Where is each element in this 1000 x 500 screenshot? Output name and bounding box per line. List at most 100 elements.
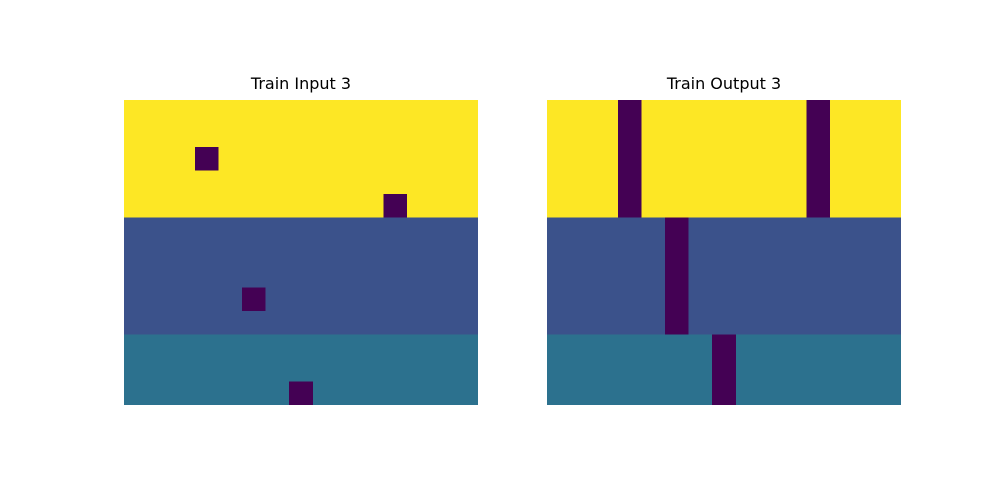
- grid-cell: [783, 334, 808, 359]
- grid-cell: [336, 100, 361, 125]
- grid-cell: [570, 146, 595, 171]
- grid-cell: [877, 100, 901, 125]
- grid-cell: [383, 240, 408, 265]
- grid-cell: [759, 170, 784, 195]
- grid-cell: [430, 217, 455, 242]
- grid-cell: [171, 170, 196, 195]
- grid-cell: [830, 334, 855, 359]
- grid-cell: [853, 381, 878, 405]
- grid-cell: [712, 311, 737, 336]
- grid-cell: [171, 193, 196, 218]
- grid-cell: [383, 311, 408, 336]
- grid-cell: [665, 193, 690, 218]
- grid-cell: [360, 334, 385, 359]
- grid-cell: [171, 334, 196, 359]
- grid-cell: [830, 146, 855, 171]
- grid-cell: [171, 287, 196, 312]
- grid-cell: [665, 287, 690, 312]
- grid-cell: [124, 381, 149, 405]
- grid-cell: [688, 193, 713, 218]
- grid-cell: [360, 170, 385, 195]
- grid-cell: [783, 358, 808, 383]
- grid-cell: [806, 240, 831, 265]
- grid-cell: [454, 311, 478, 336]
- grid-cell: [312, 217, 337, 242]
- grid-cell: [877, 311, 901, 336]
- grid-cell: [171, 264, 196, 289]
- grid-cell: [665, 264, 690, 289]
- grid-cell: [383, 264, 408, 289]
- grid-cell: [570, 334, 595, 359]
- grid-cell: [830, 123, 855, 148]
- grid-cell: [617, 170, 642, 195]
- grid-cell: [360, 193, 385, 218]
- grid-cell: [407, 100, 432, 125]
- grid-cell: [641, 358, 666, 383]
- grid-cell: [830, 100, 855, 125]
- grid-cell: [360, 100, 385, 125]
- grid-cell: [641, 334, 666, 359]
- panel-title: Train Input 3: [250, 74, 352, 93]
- grid-cell: [547, 334, 572, 359]
- grid-cell: [853, 240, 878, 265]
- grid-cell: [641, 311, 666, 336]
- grid-cell: [688, 334, 713, 359]
- grid-cell: [124, 264, 149, 289]
- grid-cell: [712, 358, 737, 383]
- grid-cell: [830, 358, 855, 383]
- grid-cell: [360, 217, 385, 242]
- grid-cell: [712, 100, 737, 125]
- grid-cell: [360, 264, 385, 289]
- grid-cell: [242, 217, 267, 242]
- grid-cell: [547, 123, 572, 148]
- grid-cell: [688, 287, 713, 312]
- grid-cell: [806, 217, 831, 242]
- grid-cell: [783, 123, 808, 148]
- grid-cell: [617, 264, 642, 289]
- grid-cell: [830, 264, 855, 289]
- grid-cell: [806, 123, 831, 148]
- grid-cell: [735, 358, 760, 383]
- grid-cell: [783, 240, 808, 265]
- grid-cell: [759, 287, 784, 312]
- grid-cell: [570, 381, 595, 405]
- grid-cell: [218, 193, 243, 218]
- grid-cell: [783, 100, 808, 125]
- grid-cell: [289, 146, 314, 171]
- grid-cell: [688, 123, 713, 148]
- grid-cell: [336, 170, 361, 195]
- grid-cell: [570, 217, 595, 242]
- grid-cell: [407, 170, 432, 195]
- grid-cell: [783, 193, 808, 218]
- grid-cell: [641, 170, 666, 195]
- grid-cell: [336, 217, 361, 242]
- grid-cell: [124, 217, 149, 242]
- grid-cell: [124, 146, 149, 171]
- grid-cell: [594, 100, 619, 125]
- grid-cell: [853, 123, 878, 148]
- grid-cell: [853, 287, 878, 312]
- grid-cell: [430, 146, 455, 171]
- grid-cell: [147, 240, 172, 265]
- grid-cell: [265, 193, 290, 218]
- grid-cell: [383, 100, 408, 125]
- grid-cell: [688, 170, 713, 195]
- grid-cell: [147, 381, 172, 405]
- grid-cell: [454, 358, 478, 383]
- grid-cell: [454, 240, 478, 265]
- grid-cell: [383, 146, 408, 171]
- grid-cell: [688, 311, 713, 336]
- grid-cell: [289, 358, 314, 383]
- grid-cell: [383, 381, 408, 405]
- grid-cell: [124, 240, 149, 265]
- grid-cell: [454, 100, 478, 125]
- grid-cell: [430, 240, 455, 265]
- grid-cell: [759, 381, 784, 405]
- grid-cell: [336, 193, 361, 218]
- grid-cell: [759, 123, 784, 148]
- grid-cell: [665, 146, 690, 171]
- grid-cell: [454, 287, 478, 312]
- grid-cell: [641, 381, 666, 405]
- grid-cell: [147, 193, 172, 218]
- grid-cell: [735, 193, 760, 218]
